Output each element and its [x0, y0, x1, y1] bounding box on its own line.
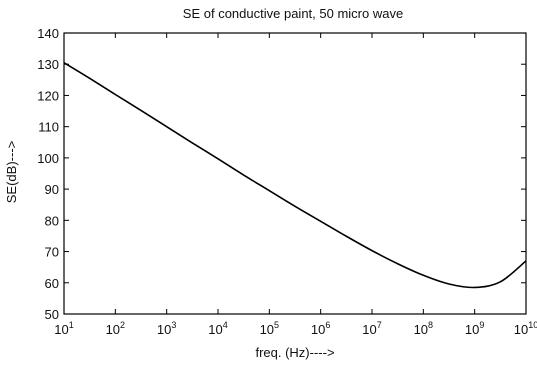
- y-axis: 50 60 70 80 90 100 110 120 130 140: [37, 26, 526, 322]
- series-layer: [63, 61, 527, 289]
- se-curve-line: [63, 61, 527, 289]
- y-tick-label: 130: [37, 57, 59, 72]
- y-tick-label: 50: [45, 307, 59, 322]
- y-tick-label: 100: [37, 151, 59, 166]
- x-tick-label: 1010: [514, 320, 537, 337]
- y-axis-label: SE(dB)--->: [4, 141, 19, 203]
- x-tick-label: 107: [362, 320, 381, 337]
- x-tick-label: 108: [414, 320, 433, 337]
- x-axis-label: freq. (Hz)---->: [255, 345, 334, 360]
- y-tick-label: 120: [37, 88, 59, 103]
- y-tick-label: 70: [45, 245, 59, 260]
- x-tick-label: 104: [208, 320, 227, 337]
- x-tick-label: 106: [311, 320, 330, 337]
- y-tick-label: 60: [45, 276, 59, 291]
- x-tick-label: 109: [465, 320, 484, 337]
- x-axis: 101 102 103 104 105 106 107 108 109 1010: [54, 33, 537, 337]
- chart-title: SE of conductive paint, 50 micro wave: [183, 6, 403, 21]
- y-tick-label: 80: [45, 213, 59, 228]
- x-tick-label: 102: [106, 320, 125, 337]
- x-tick-label: 103: [157, 320, 176, 337]
- y-tick-label: 110: [38, 120, 59, 135]
- x-tick-label: 105: [260, 320, 279, 337]
- y-tick-label: 140: [37, 26, 59, 41]
- y-tick-label: 90: [45, 182, 59, 197]
- plot-area-frame: [63, 32, 527, 315]
- x-tick-label: 101: [54, 320, 73, 337]
